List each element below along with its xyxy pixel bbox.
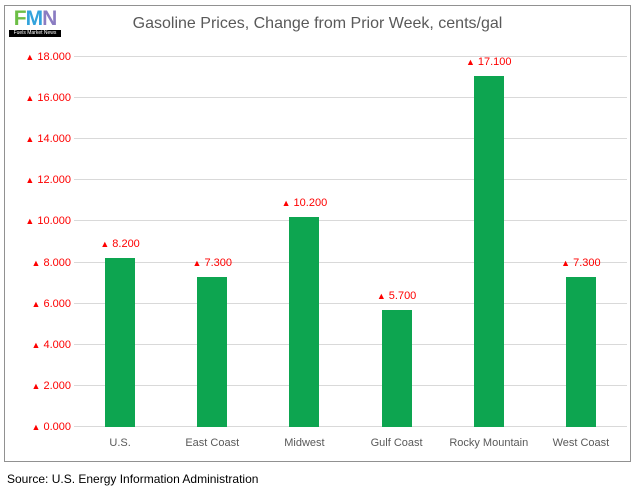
- y-axis-tick-label: ▲ 6.000: [31, 297, 71, 310]
- bar-east-coast: [197, 276, 228, 427]
- up-triangle-icon: ▲: [25, 216, 35, 227]
- bar-value-label: ▲ 8.200: [100, 238, 140, 251]
- bar-value-label: ▲ 10.200: [281, 197, 328, 210]
- logo-letter: F: [13, 7, 27, 30]
- bar-gulf-coast: [381, 309, 412, 427]
- logo-letter: M: [25, 7, 43, 30]
- gridline: [74, 97, 627, 99]
- y-axis-tick-label: ▲ 2.000: [31, 379, 71, 392]
- y-axis-tick-label: ▲ 4.000: [31, 338, 71, 351]
- y-axis-tick-label: ▲ 8.000: [31, 256, 71, 269]
- bar-west-coast: [565, 276, 596, 427]
- gridline: [74, 179, 627, 181]
- bar-value-label: ▲ 17.100: [465, 55, 512, 68]
- up-triangle-icon: ▲: [25, 175, 35, 186]
- source-note: Source: U.S. Energy Information Administ…: [7, 472, 259, 486]
- up-triangle-icon: ▲: [31, 298, 41, 309]
- gridline: [74, 261, 627, 263]
- bar-value-label: ▲ 7.300: [561, 256, 601, 269]
- plot-area: ▲ 8.200 ▲ 7.300 ▲ 10.200 ▲ 5.700 ▲ 17.100 ▲ 7.300: [74, 55, 627, 427]
- bar-midwest: [289, 217, 320, 427]
- up-triangle-icon: ▲: [465, 56, 475, 67]
- bar-u-s-: [105, 258, 136, 427]
- up-triangle-icon: ▲: [31, 422, 41, 432]
- up-triangle-icon: ▲: [25, 134, 35, 145]
- gridline: [74, 56, 627, 57]
- gridline: [74, 426, 627, 427]
- y-axis-tick-label: ▲ 0.000: [31, 421, 71, 433]
- up-triangle-icon: ▲: [376, 290, 386, 301]
- up-triangle-icon: ▲: [281, 198, 291, 209]
- y-axis-tick-label: ▲ 14.000: [25, 133, 71, 146]
- gridline: [74, 138, 627, 140]
- logo-letter: N: [42, 7, 57, 30]
- x-axis-tick-label: East Coast: [185, 437, 240, 449]
- up-triangle-icon: ▲: [561, 257, 571, 268]
- gridline: [74, 384, 627, 386]
- x-axis-tick-label: U.S.: [109, 437, 131, 449]
- x-axis-tick-label: Gulf Coast: [370, 437, 423, 449]
- x-axis-tick-label: Rocky Mountain: [449, 437, 529, 449]
- chart-title: Gasoline Prices, Change from Prior Week,…: [132, 15, 503, 32]
- up-triangle-icon: ▲: [192, 257, 202, 268]
- y-axis-tick-label: ▲ 12.000: [25, 174, 71, 187]
- bar-value-label: ▲ 5.700: [376, 289, 417, 302]
- y-axis-tick-label: ▲ 18.000: [25, 51, 71, 63]
- y-axis-tick-label: ▲ 10.000: [25, 215, 71, 228]
- bar-rocky-mountain: [473, 75, 504, 427]
- gridline: [74, 220, 627, 222]
- up-triangle-icon: ▲: [31, 380, 41, 391]
- up-triangle-icon: ▲: [25, 93, 35, 104]
- fmn-logo-caption: Fuels Market News: [9, 30, 61, 37]
- up-triangle-icon: ▲: [100, 239, 110, 250]
- x-axis-tick-label: West Coast: [552, 437, 610, 449]
- up-triangle-icon: ▲: [25, 52, 35, 62]
- up-triangle-icon: ▲: [31, 257, 41, 268]
- bar-value-label: ▲ 7.300: [192, 256, 232, 269]
- gridline: [74, 343, 627, 345]
- y-axis-tick-label: ▲ 16.000: [25, 92, 71, 105]
- gridline: [74, 302, 627, 304]
- x-axis-tick-label: Midwest: [284, 437, 325, 449]
- up-triangle-icon: ▲: [31, 339, 41, 350]
